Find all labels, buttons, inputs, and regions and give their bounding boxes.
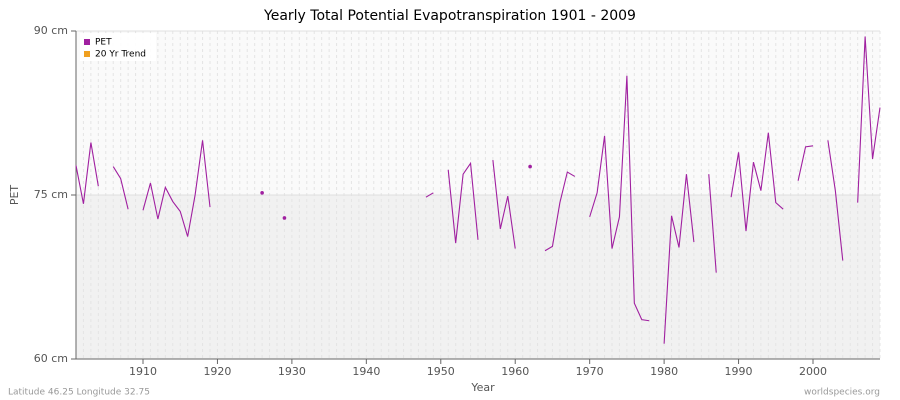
line-segment <box>797 145 814 181</box>
x-tick-label: 1950 <box>427 365 455 378</box>
x-tick-label: 1990 <box>725 365 753 378</box>
y-tick-label: 90 cm <box>34 24 68 37</box>
y-tick-label: 75 cm <box>34 188 68 201</box>
chart-title: Yearly Total Potential Evapotranspiratio… <box>263 8 636 24</box>
legend-swatch <box>84 39 90 45</box>
line-segment <box>425 192 434 198</box>
line-segment <box>827 140 844 261</box>
legend-label: PET <box>95 38 112 48</box>
line-segment <box>75 142 99 204</box>
x-tick-label: 1970 <box>576 365 604 378</box>
line-segment <box>142 140 211 237</box>
x-tick-label: 1920 <box>203 365 231 378</box>
footer-left: Latitude 46.25 Longitude 32.75 <box>8 388 150 398</box>
y-axis-label: PET <box>8 185 21 206</box>
legend-swatch <box>84 51 90 57</box>
legend-label: 20 Yr Trend <box>95 50 146 60</box>
line-segment <box>730 132 784 232</box>
line-segment <box>112 166 129 210</box>
line-segment <box>492 159 516 249</box>
line-segment <box>663 174 695 344</box>
line-segment <box>857 36 881 203</box>
y-tick-label: 60 cm <box>34 352 68 365</box>
x-tick-label: 1910 <box>129 365 157 378</box>
line-segment <box>447 161 479 244</box>
x-axis-label: Year <box>470 381 495 394</box>
data-point <box>528 164 532 169</box>
line-segment <box>544 171 576 252</box>
x-tick-label: 1930 <box>278 365 306 378</box>
line-segment <box>708 174 717 273</box>
line-segment <box>589 75 650 322</box>
x-tick-label: 1940 <box>352 365 380 378</box>
x-tick-label: 1980 <box>650 365 678 378</box>
data-point <box>282 216 287 220</box>
legend-box <box>80 33 156 61</box>
data-point <box>260 191 264 195</box>
x-tick-label: 2000 <box>799 365 827 378</box>
footer-right: worldspecies.org <box>804 388 880 398</box>
x-tick-label: 1960 <box>501 365 529 378</box>
